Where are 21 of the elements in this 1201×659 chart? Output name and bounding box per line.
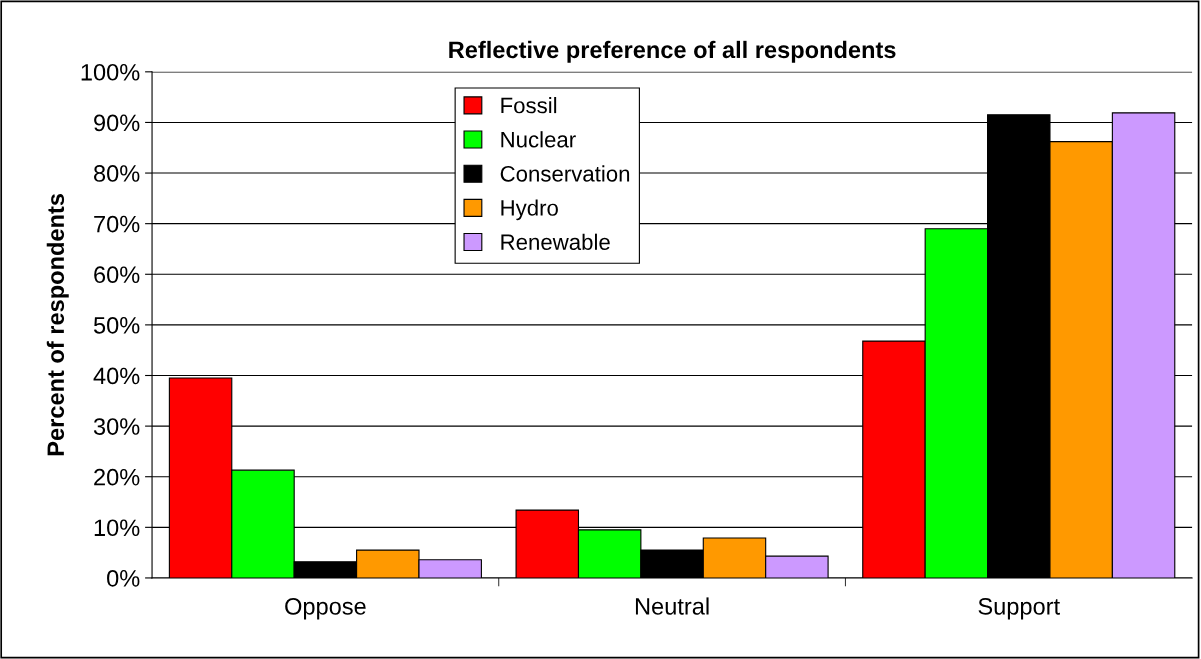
y-tick-label: 0% xyxy=(107,570,140,587)
y-tick-label: 30% xyxy=(93,418,140,435)
y-tick-label: 60% xyxy=(94,266,140,284)
y-tick-label: 70% xyxy=(94,215,140,233)
legend-label: Fossil xyxy=(501,97,557,114)
legend-label: Renewable xyxy=(501,233,610,250)
chart-title: Reflective preference of all respondents xyxy=(449,40,896,63)
x-tick-label: Oppose xyxy=(285,598,366,620)
y-axis-title: Percent of respondents xyxy=(46,193,69,456)
y-tick-label: 50% xyxy=(93,316,140,334)
legend-label: Nuclear xyxy=(501,131,576,148)
x-tick-label: Support xyxy=(978,598,1060,620)
y-tick-label: 10% xyxy=(94,519,140,537)
legend-label: Conservation xyxy=(500,165,630,182)
y-tick-label: 100% xyxy=(81,63,140,81)
y-tick-label: 90% xyxy=(94,114,140,132)
y-tick-label: 40% xyxy=(93,367,140,385)
y-tick-label: 80% xyxy=(94,165,140,182)
y-tick-label: 20% xyxy=(94,468,140,486)
legend-label: Hydro xyxy=(501,199,558,221)
x-tick-label: Neutral xyxy=(635,597,709,615)
